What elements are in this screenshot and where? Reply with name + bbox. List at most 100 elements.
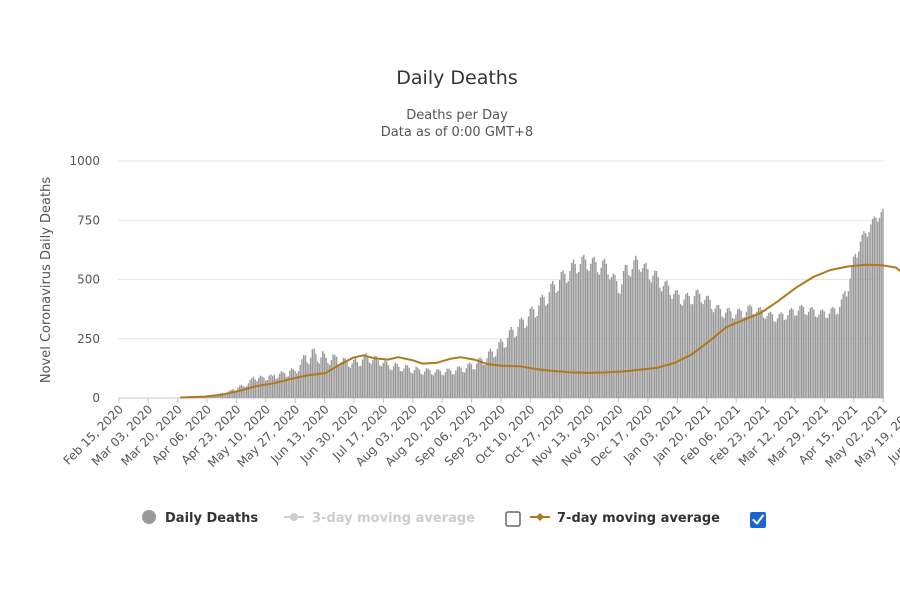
daily-deaths-bar (280, 371, 282, 398)
daily-deaths-bar (382, 362, 384, 398)
daily-deaths-bar (621, 284, 623, 398)
chart-subtitle-line-2: Data as of 0:00 GMT+8 (381, 125, 533, 140)
daily-deaths-bar (794, 315, 796, 398)
daily-deaths-bar (275, 379, 277, 398)
legend: Daily Deaths 3-day moving average 7-day … (142, 510, 766, 528)
daily-deaths-bar (735, 314, 737, 398)
daily-deaths-bar (233, 390, 236, 398)
daily-deaths-bar (562, 270, 564, 398)
daily-deaths-bar (647, 269, 649, 398)
daily-deaths-bar (787, 315, 789, 398)
daily-deaths-bar (296, 373, 298, 398)
daily-deaths-bar (479, 357, 481, 398)
daily-deaths-bar (795, 315, 798, 398)
daily-deaths-bar (264, 380, 267, 398)
daily-deaths-bar (619, 293, 621, 398)
daily-deaths-bar (588, 270, 590, 398)
daily-deaths-bar (615, 280, 618, 398)
daily-deaths-bar (283, 373, 286, 398)
y-axis-label: Novel Coronavirus Daily Deaths (39, 177, 54, 383)
daily-deaths-bar (228, 390, 231, 398)
daily-deaths-bar (396, 363, 398, 398)
daily-deaths-bar (308, 364, 310, 398)
daily-deaths-bar (572, 259, 575, 398)
daily-deaths-bar (652, 275, 654, 398)
daily-deaths-bar (569, 270, 571, 398)
daily-deaths-bar (631, 269, 633, 398)
daily-deaths-bar (628, 275, 630, 398)
daily-deaths-bar (465, 368, 467, 398)
daily-deaths-bar (851, 266, 853, 398)
checkbox-7-day-box (750, 512, 766, 528)
daily-deaths-bar (481, 359, 483, 398)
daily-deaths-bar (690, 304, 692, 398)
daily-deaths-bar (858, 251, 860, 398)
daily-deaths-bar (591, 258, 594, 398)
daily-deaths-bar (671, 298, 673, 398)
daily-deaths-bar (328, 364, 331, 398)
y-axis-ticks: 0 250 500 750 1000 (69, 154, 100, 405)
daily-deaths-bar (845, 296, 848, 398)
legend-item-3-day-moving-average[interactable]: 3-day moving average (284, 511, 475, 526)
daily-deaths-bar (418, 369, 421, 398)
daily-deaths-bar (470, 364, 473, 398)
y-tick-label: 500 (77, 273, 100, 287)
daily-deaths-bar (654, 270, 656, 398)
daily-deaths-bar (430, 374, 433, 398)
daily-deaths-bar (405, 364, 407, 398)
daily-deaths-bar (501, 341, 504, 398)
daily-deaths-bar (263, 377, 265, 398)
daily-deaths-bar (564, 273, 566, 398)
daily-deaths-bar (373, 355, 376, 398)
daily-deaths-bar (833, 308, 836, 398)
legend-marker-daily-deaths (142, 510, 156, 524)
daily-deaths-bar (780, 312, 782, 398)
daily-deaths-bar (536, 315, 538, 398)
daily-deaths-bar (290, 368, 293, 398)
daily-deaths-bar (427, 368, 429, 398)
daily-deaths-bar (590, 263, 592, 398)
checkbox-3-day-moving-average[interactable] (505, 511, 521, 527)
daily-deaths-bar (686, 292, 689, 398)
daily-deaths-bar (877, 221, 879, 398)
daily-deaths-bar (287, 376, 289, 398)
daily-deaths-bar (389, 369, 391, 398)
checkmark-icon (752, 514, 764, 525)
daily-deaths-bar (277, 378, 279, 398)
daily-deaths-bar (524, 327, 526, 398)
checkbox-7-day-moving-average[interactable] (750, 512, 766, 528)
daily-deaths-bar (493, 357, 495, 398)
daily-deaths-bar (335, 356, 338, 398)
daily-deaths-bar (863, 231, 865, 398)
daily-deaths-bar (360, 365, 362, 398)
daily-deaths-bar (823, 311, 825, 398)
daily-deaths-bar (676, 289, 678, 398)
daily-deaths-bar (322, 351, 324, 398)
daily-deaths-bar (636, 259, 639, 398)
daily-deaths-bar (529, 308, 531, 398)
daily-deaths-bar (873, 216, 876, 398)
daily-deaths-bar (702, 304, 704, 398)
daily-deaths-bar (576, 273, 578, 398)
daily-deaths-bar (840, 299, 843, 398)
daily-deaths-bar (761, 309, 763, 398)
daily-deaths-bar (747, 306, 749, 398)
daily-deaths-bar (240, 384, 243, 398)
daily-deaths-bar (866, 236, 869, 398)
daily-deaths-bar (498, 342, 500, 398)
legend-item-daily-deaths[interactable]: Daily Deaths (142, 510, 258, 526)
daily-deaths-bar (332, 354, 334, 398)
daily-deaths-bar (785, 319, 787, 398)
daily-deaths-bar (802, 306, 805, 398)
daily-deaths-bar (356, 361, 358, 398)
daily-deaths-bar (244, 387, 246, 398)
legend-item-7-day-moving-average[interactable]: 7-day moving average (530, 511, 720, 526)
daily-deaths-bar (726, 308, 729, 398)
daily-deaths-bar (600, 267, 602, 398)
daily-deaths-bar (245, 386, 248, 398)
daily-deaths-bar (737, 309, 739, 398)
daily-deaths-bar (320, 357, 322, 398)
daily-deaths-bar (484, 364, 486, 398)
daily-deaths-bar (474, 369, 476, 398)
daily-deaths-bar (771, 314, 773, 398)
